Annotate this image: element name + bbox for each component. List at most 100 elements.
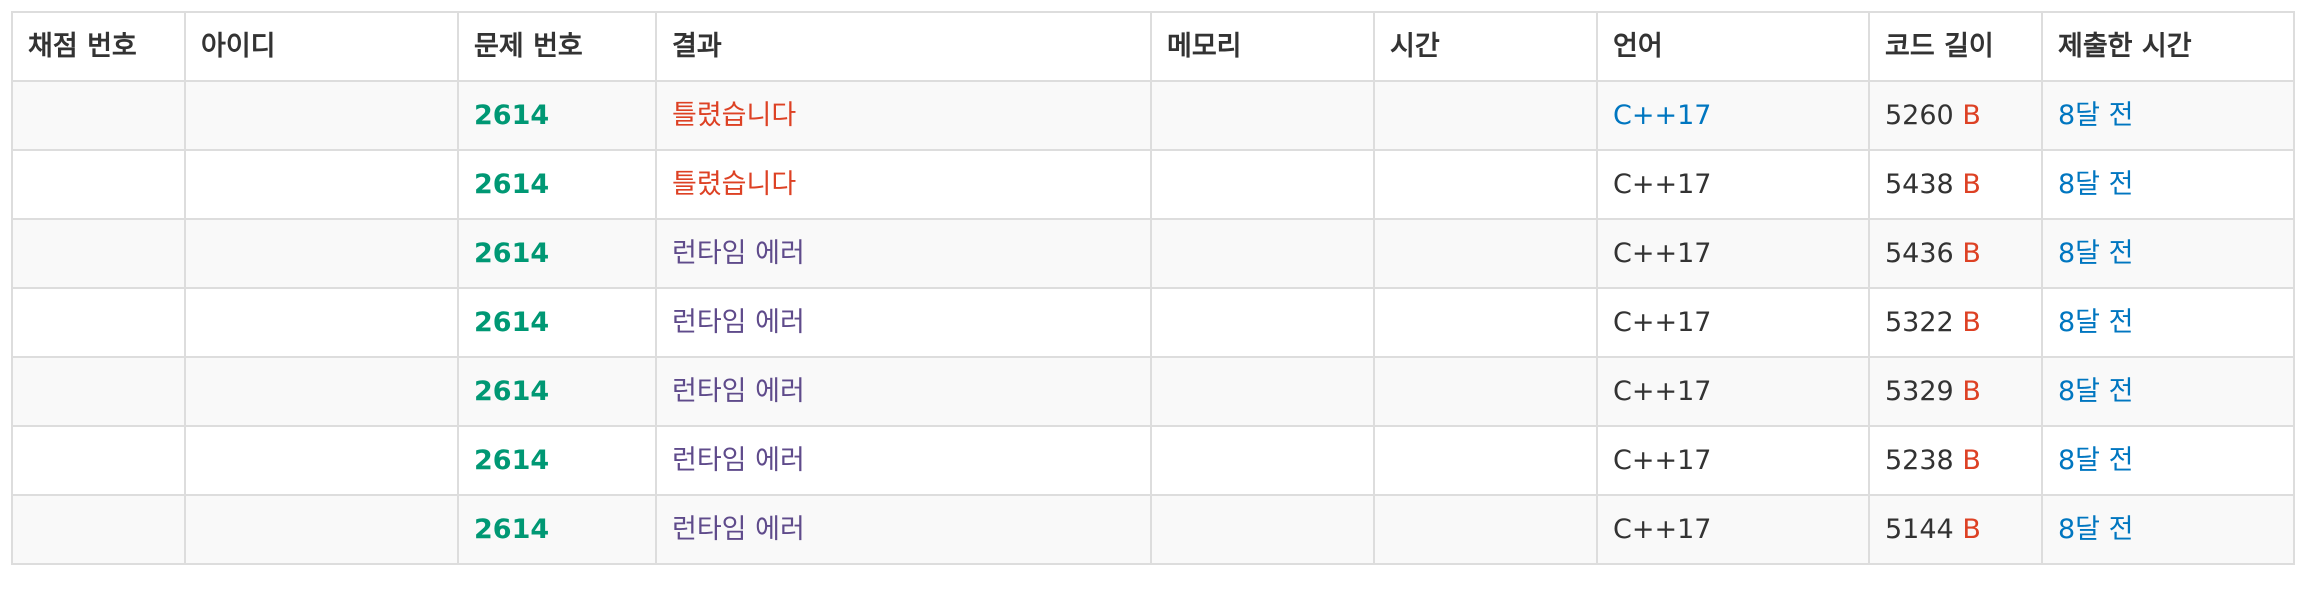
language-cell: C++17 bbox=[1596, 149, 1870, 220]
memory-cell bbox=[1150, 287, 1375, 358]
table-header-row: 채점 번호 아이디 문제 번호 결과 메모리 시간 언어 코드 길이 제출한 시… bbox=[11, 11, 2295, 82]
problem-link[interactable]: 2614 bbox=[474, 376, 550, 407]
time-cell bbox=[1373, 494, 1598, 565]
language-cell: C++17 bbox=[1596, 80, 1870, 151]
code-length-value: 5144 bbox=[1885, 514, 1954, 545]
submitted-time-link[interactable]: 8달 전 bbox=[2058, 100, 2134, 131]
table-row: 2614 런타임 에러 C++17 5144 B 8달 전 bbox=[11, 494, 2295, 565]
header-problem-id: 문제 번호 bbox=[457, 11, 657, 82]
submitted-at-cell: 8달 전 bbox=[2041, 149, 2295, 220]
submission-id-cell bbox=[11, 425, 186, 496]
code-length-unit: B bbox=[1962, 169, 1981, 200]
code-length-cell: 5322 B bbox=[1868, 287, 2043, 358]
language-cell: C++17 bbox=[1596, 218, 1870, 289]
user-id-cell bbox=[184, 494, 459, 565]
submitted-time-link[interactable]: 8달 전 bbox=[2058, 169, 2134, 200]
submitted-at-cell: 8달 전 bbox=[2041, 356, 2295, 427]
time-cell bbox=[1373, 149, 1598, 220]
submission-id-cell bbox=[11, 218, 186, 289]
code-length-cell: 5438 B bbox=[1868, 149, 2043, 220]
status-table-wrapper: 채점 번호 아이디 문제 번호 결과 메모리 시간 언어 코드 길이 제출한 시… bbox=[11, 11, 2295, 565]
table-row: 2614 틀렸습니다 C++17 5260 B 8달 전 bbox=[11, 80, 2295, 151]
result-cell: 런타임 에러 bbox=[655, 218, 1152, 289]
problem-link[interactable]: 2614 bbox=[474, 169, 550, 200]
submitted-time-link[interactable]: 8달 전 bbox=[2058, 514, 2134, 545]
problem-cell: 2614 bbox=[457, 494, 657, 565]
code-length-cell: 5329 B bbox=[1868, 356, 2043, 427]
language-cell: C++17 bbox=[1596, 287, 1870, 358]
code-length-value: 5260 bbox=[1885, 100, 1954, 131]
submission-id-cell bbox=[11, 287, 186, 358]
code-length-value: 5329 bbox=[1885, 376, 1954, 407]
header-user-id: 아이디 bbox=[184, 11, 459, 82]
submitted-at-cell: 8달 전 bbox=[2041, 218, 2295, 289]
submitted-at-cell: 8달 전 bbox=[2041, 80, 2295, 151]
table-row: 2614 런타임 에러 C++17 5322 B 8달 전 bbox=[11, 287, 2295, 358]
problem-link[interactable]: 2614 bbox=[474, 514, 550, 545]
table-row: 2614 런타임 에러 C++17 5238 B 8달 전 bbox=[11, 425, 2295, 496]
submitted-time-link[interactable]: 8달 전 bbox=[2058, 445, 2134, 476]
header-memory: 메모리 bbox=[1150, 11, 1375, 82]
code-length-unit: B bbox=[1962, 238, 1981, 269]
submission-id-cell bbox=[11, 80, 186, 151]
code-length-unit: B bbox=[1962, 376, 1981, 407]
user-id-cell bbox=[184, 356, 459, 427]
submission-id-cell bbox=[11, 494, 186, 565]
problem-link[interactable]: 2614 bbox=[474, 445, 550, 476]
result-text: 틀렸습니다 bbox=[672, 100, 797, 131]
header-submission-id: 채점 번호 bbox=[11, 11, 186, 82]
problem-cell: 2614 bbox=[457, 218, 657, 289]
user-id-cell bbox=[184, 287, 459, 358]
code-length-unit: B bbox=[1962, 445, 1981, 476]
code-length-value: 5438 bbox=[1885, 169, 1954, 200]
memory-cell bbox=[1150, 80, 1375, 151]
language-cell: C++17 bbox=[1596, 356, 1870, 427]
language-text: C++17 bbox=[1613, 376, 1712, 407]
user-id-cell bbox=[184, 425, 459, 496]
language-text: C++17 bbox=[1613, 169, 1712, 200]
code-length-cell: 5144 B bbox=[1868, 494, 2043, 565]
language-text: C++17 bbox=[1613, 238, 1712, 269]
result-cell: 런타임 에러 bbox=[655, 287, 1152, 358]
problem-link[interactable]: 2614 bbox=[474, 238, 550, 269]
submitted-time-link[interactable]: 8달 전 bbox=[2058, 307, 2134, 338]
code-length-unit: B bbox=[1962, 307, 1981, 338]
result-text: 런타임 에러 bbox=[672, 445, 805, 476]
language-link[interactable]: C++17 bbox=[1613, 100, 1712, 131]
header-result: 결과 bbox=[655, 11, 1152, 82]
problem-cell: 2614 bbox=[457, 149, 657, 220]
result-cell: 틀렸습니다 bbox=[655, 149, 1152, 220]
code-length-unit: B bbox=[1962, 514, 1981, 545]
problem-cell: 2614 bbox=[457, 80, 657, 151]
problem-link[interactable]: 2614 bbox=[474, 307, 550, 338]
problem-cell: 2614 bbox=[457, 356, 657, 427]
time-cell bbox=[1373, 218, 1598, 289]
submitted-time-link[interactable]: 8달 전 bbox=[2058, 238, 2134, 269]
user-id-cell bbox=[184, 218, 459, 289]
time-cell bbox=[1373, 287, 1598, 358]
problem-link[interactable]: 2614 bbox=[474, 100, 550, 131]
result-text: 틀렸습니다 bbox=[672, 169, 797, 200]
table-row: 2614 틀렸습니다 C++17 5438 B 8달 전 bbox=[11, 149, 2295, 220]
header-submitted-at: 제출한 시간 bbox=[2041, 11, 2295, 82]
memory-cell bbox=[1150, 356, 1375, 427]
table-row: 2614 런타임 에러 C++17 5329 B 8달 전 bbox=[11, 356, 2295, 427]
header-code-length: 코드 길이 bbox=[1868, 11, 2043, 82]
result-cell: 런타임 에러 bbox=[655, 494, 1152, 565]
memory-cell bbox=[1150, 494, 1375, 565]
code-length-value: 5238 bbox=[1885, 445, 1954, 476]
language-text: C++17 bbox=[1613, 445, 1712, 476]
result-text: 런타임 에러 bbox=[672, 307, 805, 338]
memory-cell bbox=[1150, 425, 1375, 496]
result-text: 런타임 에러 bbox=[672, 376, 805, 407]
code-length-cell: 5260 B bbox=[1868, 80, 2043, 151]
submitted-time-link[interactable]: 8달 전 bbox=[2058, 376, 2134, 407]
code-length-value: 5322 bbox=[1885, 307, 1954, 338]
submitted-at-cell: 8달 전 bbox=[2041, 287, 2295, 358]
result-cell: 런타임 에러 bbox=[655, 425, 1152, 496]
result-text: 런타임 에러 bbox=[672, 238, 805, 269]
code-length-cell: 5436 B bbox=[1868, 218, 2043, 289]
result-text: 런타임 에러 bbox=[672, 514, 805, 545]
submission-id-cell bbox=[11, 356, 186, 427]
language-text: C++17 bbox=[1613, 307, 1712, 338]
